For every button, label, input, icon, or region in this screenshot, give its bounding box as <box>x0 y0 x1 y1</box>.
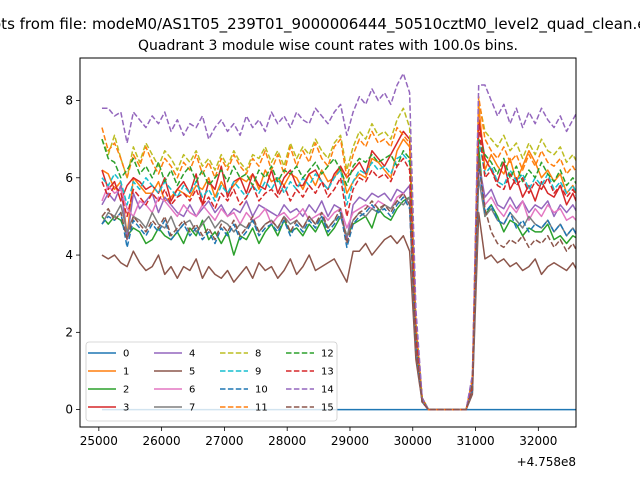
series-line-1 <box>101 103 576 411</box>
series-line-13 <box>101 122 576 411</box>
series-line-12 <box>101 138 576 411</box>
legend-label-6: 6 <box>189 385 195 396</box>
legend-label-15: 15 <box>321 403 334 414</box>
legend-label-14: 14 <box>321 385 334 396</box>
figure-suptitle: Plots from file: modeM0/AS1T05_239T01_90… <box>0 15 640 34</box>
legend-label-3: 3 <box>123 403 129 414</box>
y-tick-label: 6 <box>65 171 73 185</box>
series-line-14 <box>101 72 576 411</box>
legend-label-7: 7 <box>189 403 195 414</box>
series-line-9 <box>101 138 576 411</box>
series-line-3 <box>101 119 576 411</box>
x-tick-label: 26000 <box>143 434 181 448</box>
y-axis: 0 2 4 6 8 <box>65 94 80 417</box>
x-tick-label: 32000 <box>519 434 557 448</box>
legend-label-11: 11 <box>255 403 268 414</box>
legend-label-9: 9 <box>255 367 261 378</box>
legend-label-0: 0 <box>123 349 129 360</box>
legend-label-4: 4 <box>189 349 195 360</box>
y-tick-label: 2 <box>65 325 73 339</box>
legend-label-5: 5 <box>189 367 195 378</box>
legend-label-12: 12 <box>321 349 334 360</box>
x-axis: 25000 26000 27000 28000 29000 30000 31000 32000 <box>80 427 557 448</box>
x-offset-label: +4.758e8 <box>517 455 576 469</box>
chart-title: Quadrant 3 module wise count rates with … <box>138 38 518 54</box>
series-line-8 <box>101 99 576 411</box>
series-line-6 <box>101 165 576 411</box>
series-line-11 <box>101 95 576 411</box>
x-tick-label: 31000 <box>456 434 494 448</box>
plot-frame <box>79 57 577 428</box>
legend-box <box>85 341 338 422</box>
series-line-5 <box>101 211 576 411</box>
legend-label-1: 1 <box>123 367 129 378</box>
legend-label-8: 8 <box>255 349 261 360</box>
x-tick-label: 25000 <box>80 434 118 448</box>
x-tick-label: 27000 <box>205 434 243 448</box>
y-tick-label: 4 <box>65 248 73 262</box>
x-tick-label: 30000 <box>394 434 432 448</box>
series-layer <box>101 72 576 411</box>
y-tick-label: 8 <box>65 94 73 108</box>
y-tick-label: 0 <box>65 403 73 417</box>
x-tick-label: 28000 <box>268 434 306 448</box>
legend-label-13: 13 <box>321 367 334 378</box>
legend-label-2: 2 <box>123 385 129 396</box>
x-tick-label: 29000 <box>331 434 369 448</box>
legend-label-10: 10 <box>255 385 268 396</box>
